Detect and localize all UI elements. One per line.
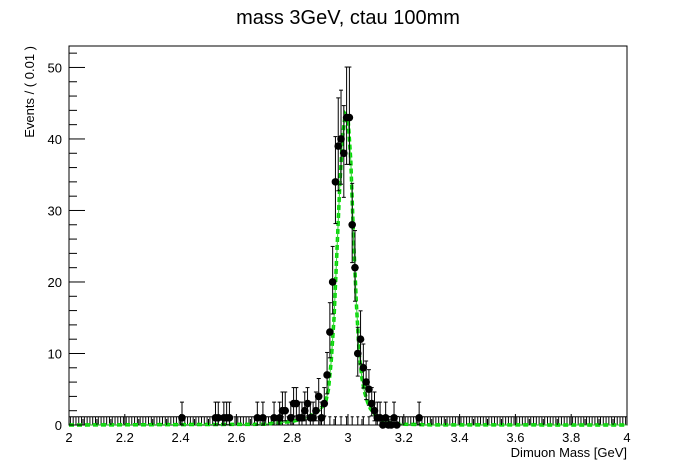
- data-point: [298, 414, 306, 422]
- y-tick-label: 40: [48, 132, 62, 147]
- x-tick-label: 2.8: [283, 430, 301, 445]
- data-point: [281, 406, 290, 415]
- y-tick-label: 20: [48, 275, 62, 290]
- data-point: [225, 414, 234, 422]
- fit-curve: [68, 109, 628, 427]
- data-point: [328, 278, 337, 286]
- data-point: [367, 399, 376, 408]
- y-tick-label: 50: [48, 60, 62, 75]
- plot-frame: [68, 45, 628, 426]
- data-point: [300, 406, 309, 415]
- data-point: [351, 263, 359, 272]
- y-tick-label: 30: [48, 203, 62, 218]
- y-tick-label: 0: [55, 418, 62, 433]
- data-point: [253, 414, 262, 422]
- x-tick-label: 2.2: [116, 430, 134, 445]
- data-point: [379, 421, 387, 429]
- data-point: [331, 178, 340, 186]
- x-tick-label: 3.4: [451, 430, 469, 445]
- data-point: [415, 414, 423, 422]
- data-point: [326, 328, 334, 336]
- data-point: [362, 378, 370, 386]
- data-point: [320, 399, 329, 408]
- data-layer: [178, 66, 423, 429]
- data-point: [337, 135, 345, 143]
- data-point: [340, 149, 348, 158]
- data-point: [259, 414, 267, 422]
- data-point: [314, 392, 323, 401]
- data-point: [334, 142, 343, 150]
- x-tick-label: 3.6: [506, 430, 524, 445]
- y-tick-label: 10: [48, 346, 62, 361]
- data-point: [359, 363, 368, 372]
- x-tick-label: 4: [623, 430, 630, 445]
- x-axis-label: Dimuon Mass [GeV]: [511, 445, 627, 460]
- data-point: [370, 406, 379, 415]
- data-point: [348, 220, 356, 229]
- data-point: [387, 421, 396, 429]
- data-point: [270, 414, 278, 422]
- data-point: [275, 414, 284, 422]
- data-point: [323, 371, 331, 379]
- data-point: [214, 414, 223, 422]
- data-point: [356, 335, 365, 343]
- x-tick-label: 2.4: [172, 430, 190, 445]
- y-axis-label: Events / ( 0.01 ): [22, 46, 37, 138]
- data-point: [178, 414, 186, 422]
- data-point: [353, 349, 362, 358]
- data-point: [312, 406, 320, 415]
- x-tick-label: 2.6: [227, 430, 245, 445]
- data-point: [309, 414, 317, 422]
- x-tick-label: 2: [65, 430, 72, 445]
- data-point: [345, 113, 354, 122]
- x-tick-label: 3.8: [562, 430, 580, 445]
- x-tick-label: 3.2: [395, 430, 413, 445]
- fit-curve-core: [68, 112, 628, 426]
- chart-title: mass 3GeV, ctau 100mm: [236, 7, 460, 29]
- x-tick-label: 3: [344, 430, 351, 445]
- fit-layer: [68, 109, 628, 427]
- data-point: [393, 421, 401, 429]
